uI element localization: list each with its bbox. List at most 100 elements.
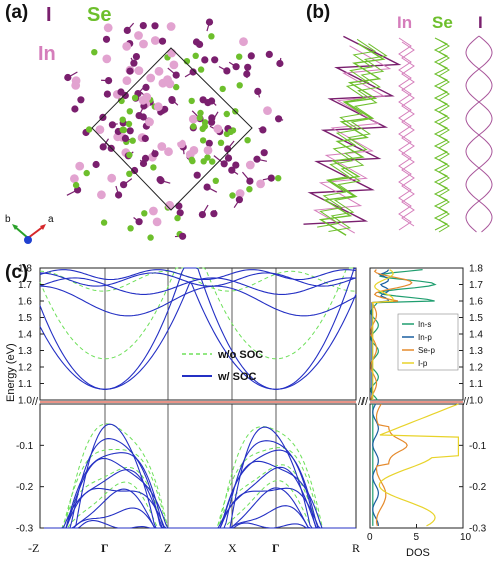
crystal-structure [64, 18, 284, 241]
atom-i [254, 87, 262, 95]
dos-y-tick: -0.3 [469, 524, 487, 535]
atom-in [102, 54, 112, 64]
element-label-selenium: Se [87, 4, 112, 26]
atom-i [139, 22, 147, 30]
atom-i [117, 88, 125, 96]
helical-chains [303, 35, 493, 236]
dos-y-tick: 1.5 [469, 313, 483, 324]
atom-in [213, 124, 223, 134]
atom-i [132, 53, 140, 61]
atom-i [193, 171, 201, 179]
atom-se [244, 137, 251, 144]
atom-i [232, 63, 240, 71]
atom-in [157, 142, 167, 151]
element-label-indium: In [38, 43, 56, 65]
atom-i [205, 18, 214, 26]
atom-i [220, 160, 228, 168]
atom-se [208, 33, 215, 40]
indium-chain [398, 37, 415, 231]
atom-se [192, 52, 199, 59]
atom-se [246, 186, 253, 193]
kpoint-label-3: X [228, 541, 237, 555]
dos-curve [372, 269, 394, 400]
atom-i [223, 67, 231, 75]
atom-in [95, 125, 105, 134]
atom-i [189, 68, 197, 76]
atom-se [217, 139, 225, 146]
atom-in [188, 114, 198, 124]
atom-se [174, 214, 181, 222]
panel-label-b: (b) [306, 2, 331, 23]
atom-se [83, 169, 90, 177]
band-line [39, 285, 357, 317]
atom-i [224, 154, 233, 162]
atom-in [235, 189, 245, 198]
atom-i [259, 126, 267, 134]
atom-i [203, 183, 211, 191]
atom-se [275, 175, 282, 182]
atom-in [165, 200, 175, 210]
atom-in [166, 22, 176, 31]
atom-se [129, 137, 136, 144]
atom-i [246, 177, 254, 185]
chain-label-selenium: Se [432, 13, 453, 32]
band-line [39, 269, 357, 281]
atom-in [153, 102, 163, 112]
selenium-chain [433, 37, 450, 233]
atom-i [179, 232, 187, 240]
c-axis-dot [24, 236, 32, 244]
atom-in [97, 190, 106, 200]
y-tick-upper: 1.0 [18, 396, 32, 407]
atom-i [198, 211, 206, 219]
atom-i [276, 59, 284, 68]
chain-label-iodine: I [478, 13, 483, 32]
atom-i [260, 149, 268, 157]
iodine-chain [465, 35, 493, 233]
atom-se [219, 85, 226, 93]
atom-i [135, 218, 143, 226]
svg-text://: // [358, 396, 365, 408]
atom-i [175, 202, 183, 210]
dos-legend: In-s In-p Se-p I-p [397, 313, 459, 371]
atom-i [205, 139, 213, 147]
atom-i [151, 22, 159, 30]
atom-i [120, 181, 128, 189]
atom-se [188, 156, 195, 163]
atom-se [72, 181, 80, 189]
atom-in [122, 76, 132, 85]
atom-se [236, 82, 243, 89]
dos-y-tick: 1.8 [469, 264, 483, 275]
dos-legend-in-s: In-s [418, 320, 431, 329]
atom-i [172, 71, 180, 79]
atom-se [91, 49, 98, 56]
atom-i [176, 209, 184, 217]
atom-i [275, 115, 283, 123]
atom-i [92, 160, 100, 169]
atom-i [64, 73, 72, 82]
dos-x-tick: 0 [367, 532, 373, 543]
axis-b-label: b [5, 214, 11, 225]
atom-i [235, 196, 243, 204]
atom-i [105, 77, 113, 85]
atom-se [126, 151, 133, 159]
dos-curve [371, 269, 390, 400]
dos-curve [375, 403, 408, 527]
panel-label-c: (c) [5, 262, 29, 283]
atom-i [77, 96, 85, 104]
band-line [39, 267, 357, 390]
svg-text://: // [32, 396, 39, 408]
atom-se [227, 128, 234, 135]
atom-i [157, 177, 165, 185]
dos-y-tick: 1.0 [469, 396, 483, 407]
atom-i [130, 59, 138, 67]
atom-i [199, 96, 207, 104]
atom-se [200, 158, 207, 165]
atom-se [85, 126, 93, 133]
atom-i [168, 96, 176, 104]
y-tick-upper: 1.5 [18, 313, 32, 324]
atom-se [131, 94, 139, 102]
atom-in [134, 66, 144, 75]
a-axis-arrow [27, 225, 45, 239]
atom-i [71, 105, 79, 113]
